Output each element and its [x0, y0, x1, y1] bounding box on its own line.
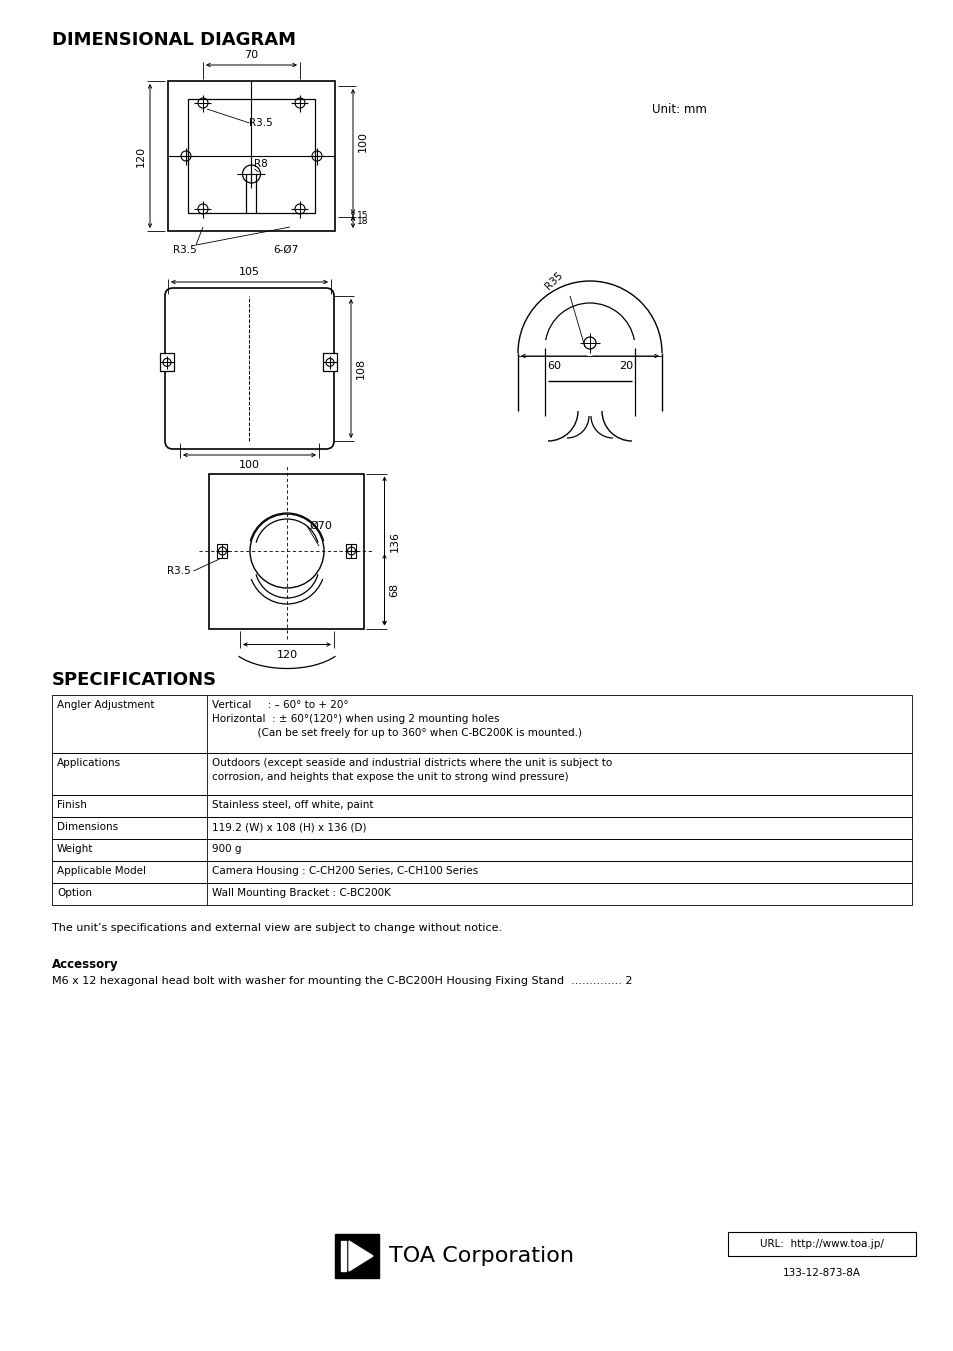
Bar	[168, 81, 335, 231]
Text: 900 g: 900 g	[212, 844, 241, 854]
Text: R3.5: R3.5	[168, 566, 191, 576]
Text: Finish: Finish	[57, 800, 87, 811]
Text: 105: 105	[239, 267, 260, 277]
Text: Stainless steel, off white, paint: Stainless steel, off white, paint	[212, 800, 374, 811]
Bar	[52, 694, 911, 753]
Text: 70: 70	[244, 50, 258, 59]
Text: Weight: Weight	[57, 844, 93, 854]
Text: 68: 68	[389, 582, 399, 597]
Text: DIMENSIONAL DIAGRAM: DIMENSIONAL DIAGRAM	[52, 31, 295, 49]
Bar	[52, 884, 911, 905]
Text: Option: Option	[57, 888, 91, 898]
Bar	[52, 817, 911, 839]
Text: (Can be set freely for up to 360° when C-BC200K is mounted.): (Can be set freely for up to 360° when C…	[212, 728, 581, 738]
Text: URL:  http://www.toa.jp/: URL: http://www.toa.jp/	[760, 1239, 883, 1250]
Bar	[52, 753, 911, 794]
Bar	[52, 794, 911, 817]
Text: 108: 108	[355, 358, 366, 380]
Text: SPECIFICATIONS: SPECIFICATIONS	[52, 671, 217, 689]
Text: TOA Corporation: TOA Corporation	[389, 1246, 574, 1266]
Bar	[160, 354, 173, 372]
Text: Vertical     : – 60° to + 20°: Vertical : – 60° to + 20°	[212, 700, 348, 711]
Text: 20: 20	[618, 361, 633, 372]
Text: Camera Housing : C-CH200 Series, C-CH100 Series: Camera Housing : C-CH200 Series, C-CH100…	[212, 866, 477, 875]
Text: corrosion, and heights that expose the unit to strong wind pressure): corrosion, and heights that expose the u…	[212, 771, 568, 782]
FancyBboxPatch shape	[165, 288, 334, 449]
Bar	[346, 544, 356, 558]
Text: R3.5: R3.5	[172, 245, 196, 255]
Text: 133-12-873-8A: 133-12-873-8A	[782, 1269, 861, 1278]
Text: 100: 100	[239, 459, 260, 470]
Bar	[210, 473, 364, 628]
Bar	[335, 1233, 378, 1278]
Text: 120: 120	[276, 650, 297, 659]
Text: Angler Adjustment: Angler Adjustment	[57, 700, 154, 711]
Text: Applicable Model: Applicable Model	[57, 866, 146, 875]
Bar	[323, 354, 336, 372]
Bar	[727, 1232, 915, 1256]
Bar	[188, 99, 314, 213]
Text: Applications: Applications	[57, 758, 121, 767]
Text: 60: 60	[546, 361, 560, 372]
Text: 120: 120	[136, 146, 146, 166]
Polygon shape	[349, 1242, 373, 1271]
Text: 136: 136	[389, 531, 399, 551]
Text: 119.2 (W) x 108 (H) x 136 (D): 119.2 (W) x 108 (H) x 136 (D)	[212, 821, 366, 832]
Text: Unit: mm: Unit: mm	[651, 103, 706, 116]
Text: The unit’s specifications and external view are subject to change without notice: The unit’s specifications and external v…	[52, 923, 501, 934]
Text: R35: R35	[543, 270, 564, 292]
Text: 18: 18	[356, 218, 368, 227]
Text: 6-Ø7: 6-Ø7	[273, 245, 298, 255]
Text: Dimensions: Dimensions	[57, 821, 118, 832]
Text: M6 x 12 hexagonal head bolt with washer for mounting the C-BC200H Housing Fixing: M6 x 12 hexagonal head bolt with washer …	[52, 975, 632, 986]
Bar	[340, 1242, 346, 1271]
Text: R8: R8	[254, 159, 268, 169]
Text: Horizontal  : ± 60°(120°) when using 2 mounting holes: Horizontal : ± 60°(120°) when using 2 mo…	[212, 713, 499, 724]
Text: Outdoors (except seaside and industrial districts where the unit is subject to: Outdoors (except seaside and industrial …	[212, 758, 612, 767]
Bar	[52, 861, 911, 884]
Bar	[217, 544, 227, 558]
Text: 15: 15	[356, 211, 368, 219]
Text: Wall Mounting Bracket : C-BC200K: Wall Mounting Bracket : C-BC200K	[212, 888, 391, 898]
Text: 100: 100	[357, 131, 368, 151]
Text: Accessory: Accessory	[52, 958, 118, 971]
Bar	[52, 839, 911, 861]
Text: Ø70: Ø70	[309, 521, 332, 531]
Text: R3.5: R3.5	[250, 118, 273, 128]
